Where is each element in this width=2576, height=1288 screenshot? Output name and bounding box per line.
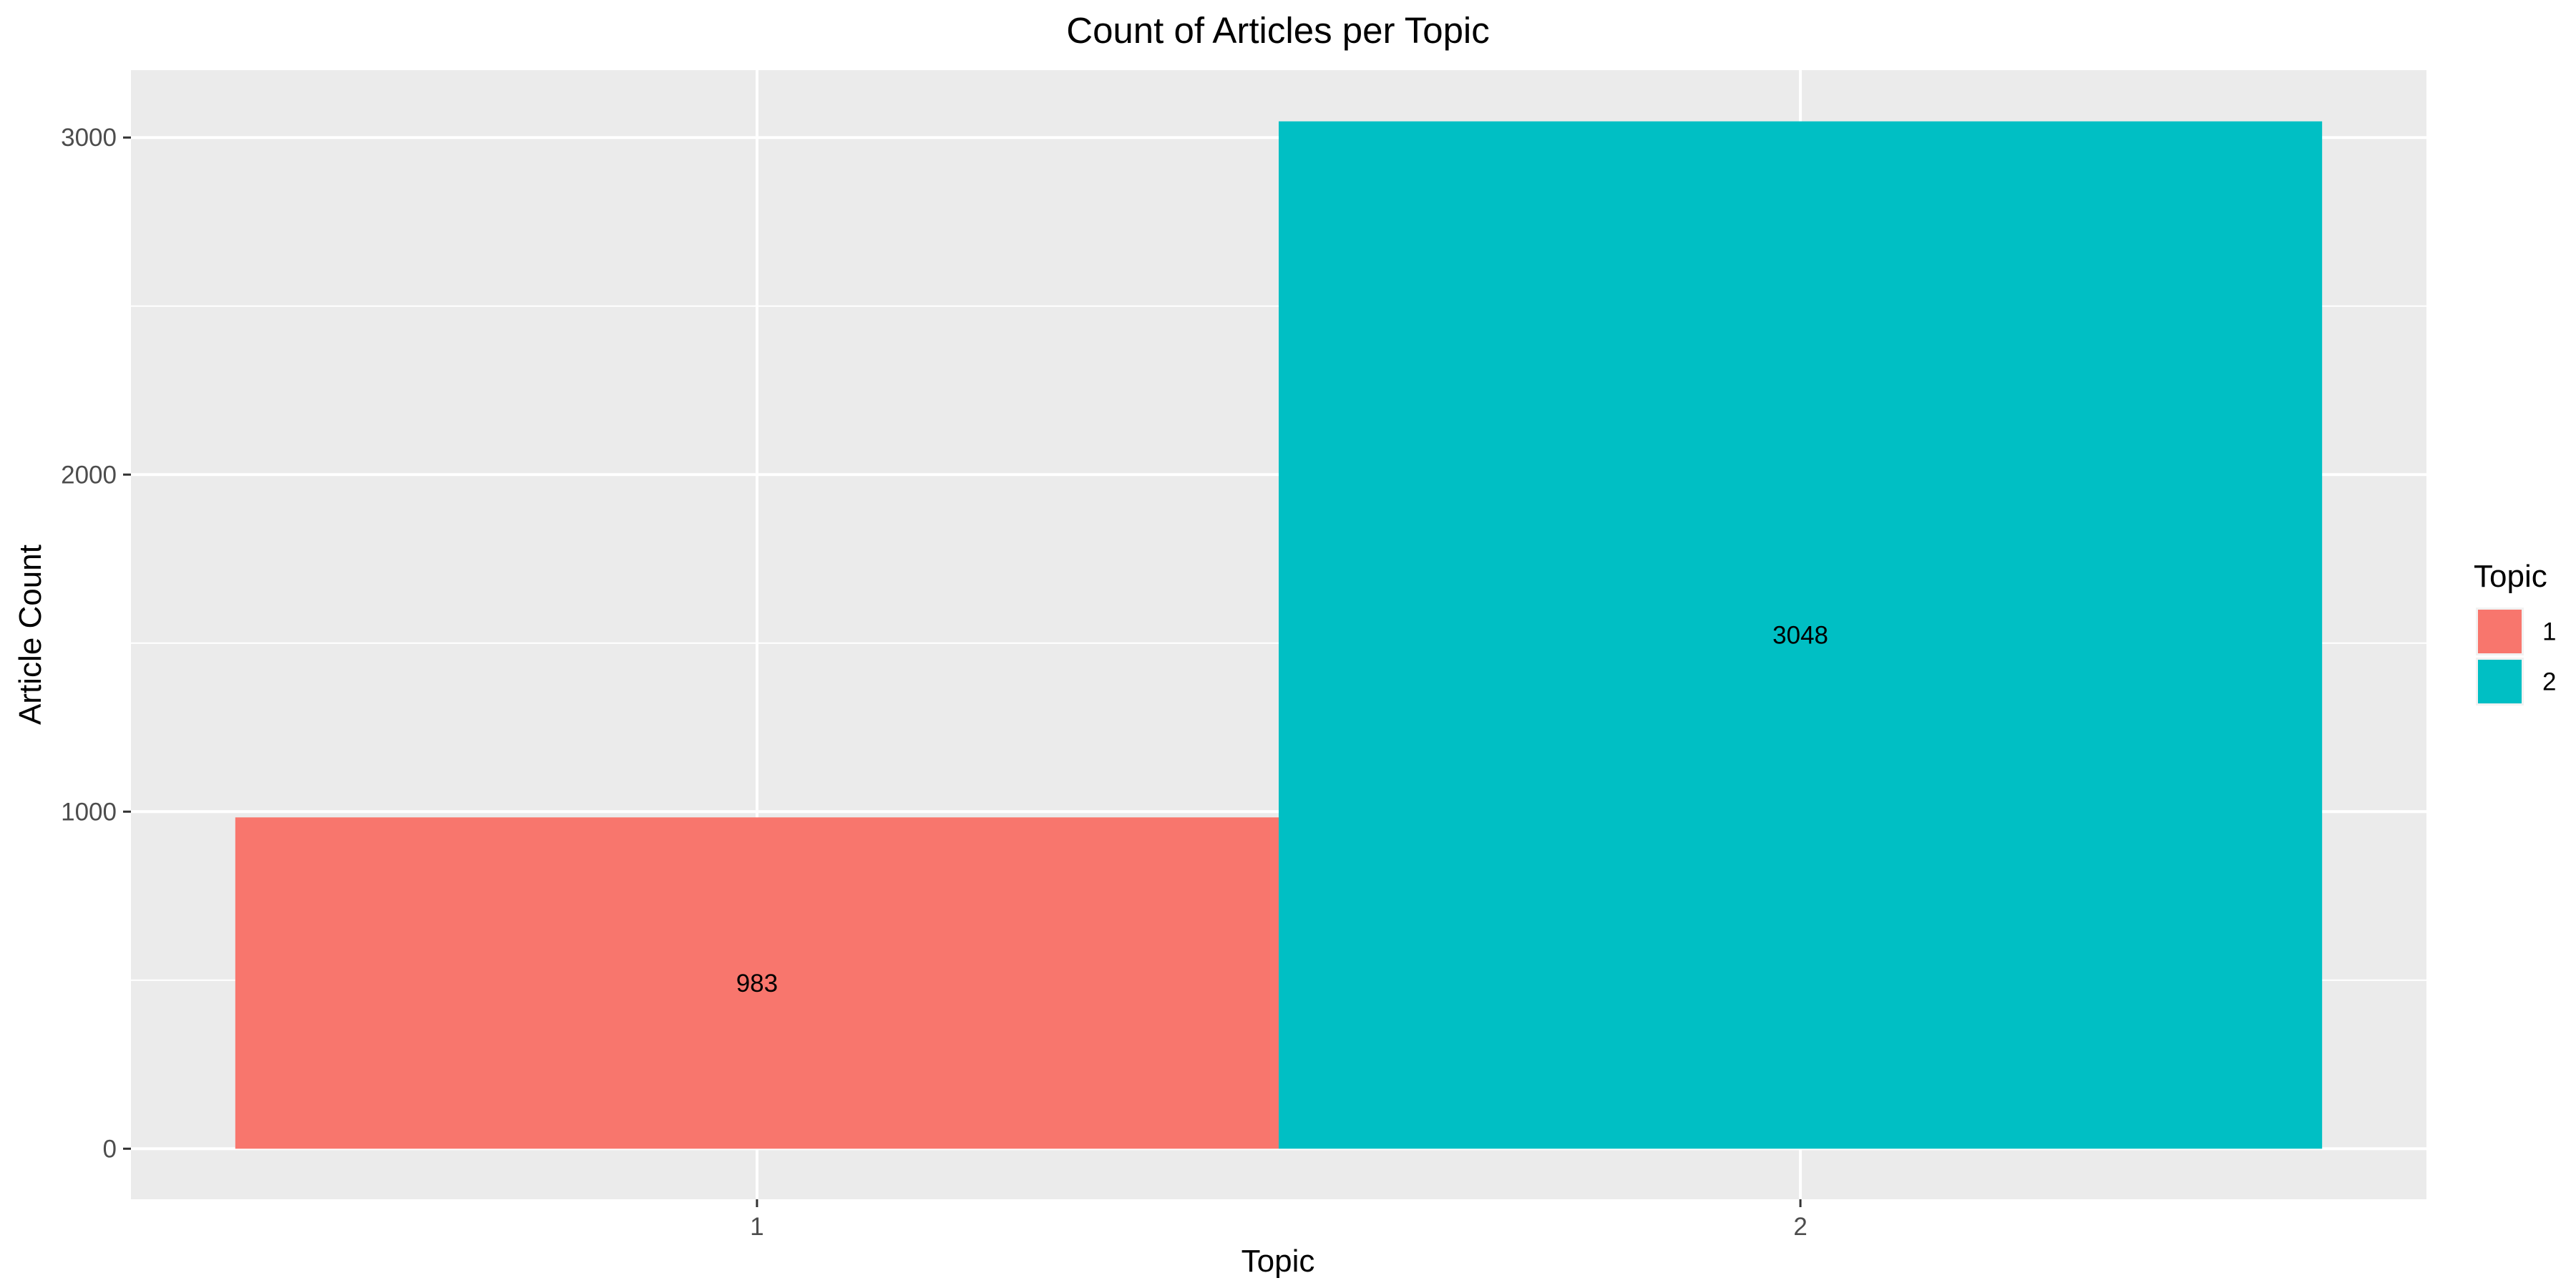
bar [1279, 121, 2323, 1149]
legend-title: Topic [2474, 559, 2547, 594]
legend-items: 12 [2476, 608, 2556, 706]
legend-label: 2 [2542, 668, 2556, 696]
legend: Topic 12 [2474, 559, 2556, 706]
bar-value-label: 983 [736, 970, 778, 997]
bar-value-label: 3048 [1772, 621, 1828, 649]
x-tick-label: 1 [750, 1213, 763, 1241]
y-tick-label: 3000 [61, 124, 117, 152]
legend-label: 1 [2542, 618, 2556, 646]
bar-data-labels: 983 3048 [736, 621, 1828, 997]
y-tick-label: 1000 [61, 798, 117, 826]
y-tick-label: 2000 [61, 461, 117, 489]
x-tick-label: 2 [1793, 1213, 1807, 1241]
x-axis-title: Topic [1241, 1244, 1315, 1279]
legend-swatch [2478, 610, 2522, 653]
bars [235, 121, 2323, 1149]
y-tick-label: 0 [103, 1135, 117, 1163]
y-axis-title: Article Count [13, 545, 48, 725]
bar [235, 817, 1279, 1149]
y-axis: 0 1000 2000 3000 [61, 124, 131, 1163]
chart-title: Count of Articles per Topic [1066, 10, 1490, 51]
legend-swatch [2478, 660, 2522, 703]
